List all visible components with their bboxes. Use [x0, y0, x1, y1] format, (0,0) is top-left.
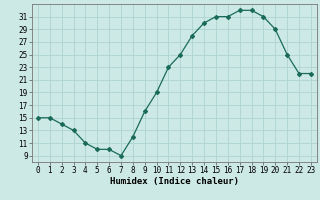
X-axis label: Humidex (Indice chaleur): Humidex (Indice chaleur) [110, 177, 239, 186]
